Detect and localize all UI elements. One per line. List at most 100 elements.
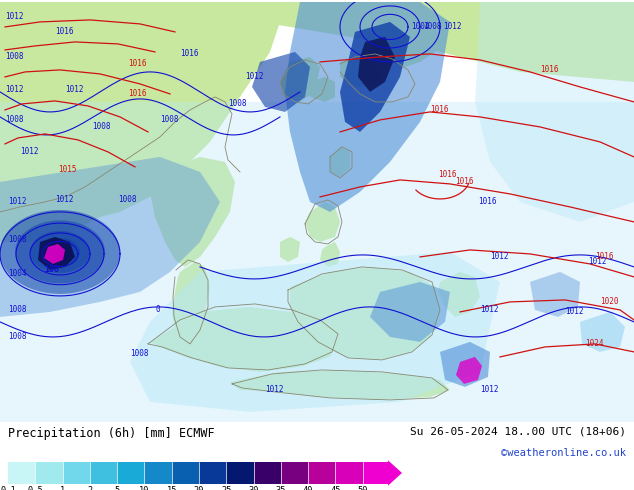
Text: 2: 2 [87,486,93,490]
Text: Precipitation (6h) [mm] ECMWF: Precipitation (6h) [mm] ECMWF [8,427,215,440]
Text: 1004: 1004 [411,23,429,31]
Text: 35: 35 [276,486,286,490]
FancyArrow shape [388,460,402,486]
Polygon shape [370,282,450,342]
Text: 1016: 1016 [55,27,74,36]
Bar [172,462,199,484]
Polygon shape [320,242,340,267]
Text: 45: 45 [330,486,340,490]
Polygon shape [150,157,235,267]
Polygon shape [38,237,75,270]
Polygon shape [340,57,380,87]
Polygon shape [230,370,450,400]
Text: 1012: 1012 [5,85,23,95]
Polygon shape [0,210,120,294]
Polygon shape [0,52,200,242]
Polygon shape [0,2,634,82]
Text: 1016: 1016 [540,66,559,74]
Text: 1012: 1012 [265,386,283,394]
Text: 1012: 1012 [588,257,607,267]
Bar [36,462,63,484]
Text: 20: 20 [194,486,204,490]
Text: 1012: 1012 [65,85,84,95]
Polygon shape [44,244,65,264]
Polygon shape [40,238,80,266]
Bar [226,462,254,484]
Text: 1: 1 [60,486,65,490]
Polygon shape [456,357,482,384]
Polygon shape [30,231,90,273]
Bar [335,462,363,484]
Polygon shape [48,244,72,260]
Bar [117,462,145,484]
Polygon shape [340,22,410,132]
Polygon shape [310,77,335,102]
Polygon shape [438,272,480,317]
Text: 1016: 1016 [128,59,146,69]
Polygon shape [150,307,340,372]
Text: 100: 100 [44,266,60,274]
Text: 0.5: 0.5 [27,486,43,490]
Polygon shape [475,2,634,222]
Text: 1012: 1012 [245,73,264,81]
Polygon shape [280,237,300,262]
Bar [308,462,335,484]
Polygon shape [0,157,220,317]
Polygon shape [172,262,210,342]
Text: 1004: 1004 [8,270,27,278]
Polygon shape [130,252,500,412]
Text: 1012: 1012 [565,307,583,317]
Bar [281,462,308,484]
Text: 1008: 1008 [8,235,27,245]
Text: 1008: 1008 [5,116,23,124]
Text: 1012: 1012 [490,252,508,262]
Text: 1008: 1008 [130,349,148,358]
Text: 1016: 1016 [438,171,456,179]
Polygon shape [15,220,105,283]
Text: 1008: 1008 [423,23,441,31]
Text: 1008: 1008 [160,116,179,124]
Text: 1012: 1012 [55,196,74,204]
Text: 1016: 1016 [478,197,496,206]
Polygon shape [370,22,440,67]
Polygon shape [252,52,310,112]
Text: 15: 15 [167,486,177,490]
Text: 25: 25 [221,486,231,490]
Text: 1020: 1020 [600,297,619,306]
Text: 1008: 1008 [228,99,247,108]
Polygon shape [0,2,280,242]
Polygon shape [530,272,580,317]
Text: 1012: 1012 [8,197,27,206]
Text: 1012: 1012 [20,147,39,156]
Text: 1008: 1008 [8,332,27,342]
Text: 1016: 1016 [595,252,614,262]
Text: 1008: 1008 [92,122,110,131]
Polygon shape [280,57,320,102]
Text: 10: 10 [139,486,150,490]
Bar [199,462,226,484]
Bar [254,462,281,484]
Text: 1024: 1024 [585,340,604,348]
Polygon shape [0,102,634,422]
Text: 1008: 1008 [118,196,136,204]
Text: 1012: 1012 [443,23,462,31]
Text: 1012: 1012 [480,386,498,394]
Polygon shape [330,147,350,177]
Text: ©weatheronline.co.uk: ©weatheronline.co.uk [501,448,626,458]
Bar [90,462,117,484]
Text: 1012: 1012 [5,12,23,22]
Text: 1008: 1008 [5,52,23,61]
Text: 40: 40 [303,486,313,490]
Text: Su 26-05-2024 18..00 UTC (18+06): Su 26-05-2024 18..00 UTC (18+06) [410,427,626,437]
Text: 1012: 1012 [480,305,498,315]
Bar [145,462,172,484]
Text: 0: 0 [155,305,160,315]
Bar [363,462,390,484]
Polygon shape [285,2,450,212]
Polygon shape [440,342,490,387]
Polygon shape [305,202,340,242]
Bar [63,462,90,484]
Text: 30: 30 [249,486,259,490]
Polygon shape [0,2,230,212]
Text: 1008: 1008 [8,305,27,315]
